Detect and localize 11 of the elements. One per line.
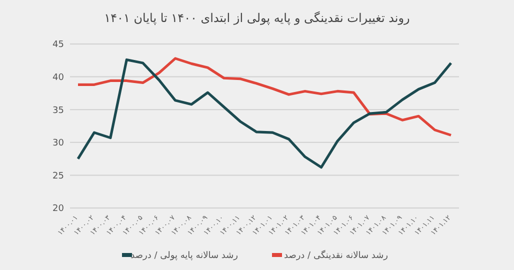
y-tick-label: 30 <box>52 138 64 149</box>
y-tick-label: 20 <box>52 204 64 214</box>
line-series <box>76 57 452 136</box>
line-series <box>76 58 452 169</box>
y-tick-label: 45 <box>52 40 64 50</box>
y-tick-label: 25 <box>52 171 64 182</box>
chart-title: روند تغییرات نقدینگی و پایه پولی از ابتدای ۱۴۰۰ تا پایان ۱۴۰۱ <box>104 11 410 25</box>
y-tick-label: 40 <box>52 72 64 83</box>
y-tick-label: 35 <box>52 106 64 116</box>
legend-label: رشد سالانه نقدینگی / درصد <box>284 249 388 261</box>
legend-label: رشد سالانه پایه پولی / درصد <box>130 251 238 261</box>
